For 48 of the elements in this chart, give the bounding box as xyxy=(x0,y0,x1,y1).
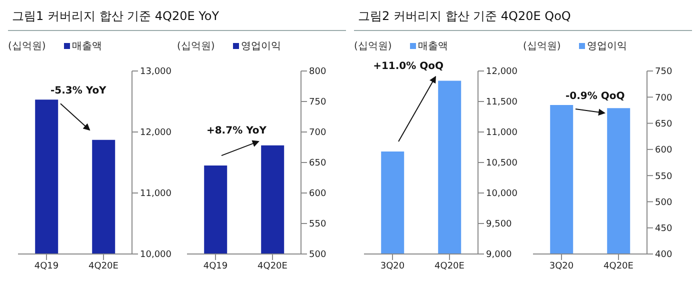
x-tick-label: 4Q20E xyxy=(434,261,465,272)
legend-label: 매출액 xyxy=(72,40,102,53)
y-tick-label: 650 xyxy=(655,119,672,130)
y-tick-label: 10,500 xyxy=(486,158,518,169)
y-tick-label: 650 xyxy=(309,158,326,169)
y-tick-label: 11,000 xyxy=(486,128,518,138)
x-tick-label: 3Q20 xyxy=(380,261,405,272)
y-tick-label: 9,500 xyxy=(486,220,512,230)
x-tick-label: 4Q20E xyxy=(258,261,288,272)
annotation: -5.3% YoY xyxy=(50,86,108,97)
x-tick-label: 4Q20E xyxy=(604,261,634,272)
y-tick-label: 400 xyxy=(655,250,672,260)
y-tick-label: 550 xyxy=(309,220,326,230)
y-tick-label: 750 xyxy=(655,67,672,78)
y-axis-title: (십억원) xyxy=(523,40,561,53)
y-tick-label: 11,500 xyxy=(486,98,518,108)
annotation: +8.7% YoY xyxy=(206,125,268,136)
annotation: -0.9% QoQ xyxy=(566,90,625,102)
legend-label: 영업이익 xyxy=(241,40,281,53)
y-tick-label: 700 xyxy=(309,128,326,138)
y-tick-label: 12,000 xyxy=(140,128,172,138)
y-tick-label: 500 xyxy=(655,198,672,208)
legend-label: 영업이익 xyxy=(587,40,627,53)
y-tick-label: 500 xyxy=(309,250,326,260)
annotation: +11.0% QoQ xyxy=(373,60,444,72)
y-axis-title: (십억원) xyxy=(354,40,392,53)
x-tick-label: 4Q20E xyxy=(88,261,119,272)
y-axis-title: (십억원) xyxy=(8,40,46,53)
x-tick-label: 4Q19 xyxy=(34,261,59,272)
x-tick-label: 4Q19 xyxy=(203,261,228,272)
y-tick-label: 11,000 xyxy=(140,189,172,200)
chart-title: 그림1 커버리지 합산 기준 4Q20E YoY xyxy=(8,8,346,31)
chart-title: 그림2 커버리지 합산 기준 4Q20E QoQ xyxy=(354,8,692,31)
y-tick-label: 600 xyxy=(655,146,672,156)
x-tick-label: 3Q20 xyxy=(549,261,574,272)
y-tick-label: 700 xyxy=(655,93,672,104)
y-tick-label: 550 xyxy=(655,172,672,182)
y-axis-title: (십억원) xyxy=(177,40,215,53)
y-tick-label: 12,000 xyxy=(486,67,518,78)
y-tick-label: 10,000 xyxy=(140,250,172,260)
y-tick-label: 450 xyxy=(655,224,672,234)
y-tick-label: 750 xyxy=(309,98,326,108)
y-tick-label: 600 xyxy=(309,189,326,200)
y-tick-label: 9,000 xyxy=(486,250,512,260)
y-tick-label: 10,000 xyxy=(486,189,518,200)
legend-label: 매출액 xyxy=(418,40,448,53)
y-tick-label: 13,000 xyxy=(140,67,172,78)
y-tick-label: 800 xyxy=(309,67,326,78)
